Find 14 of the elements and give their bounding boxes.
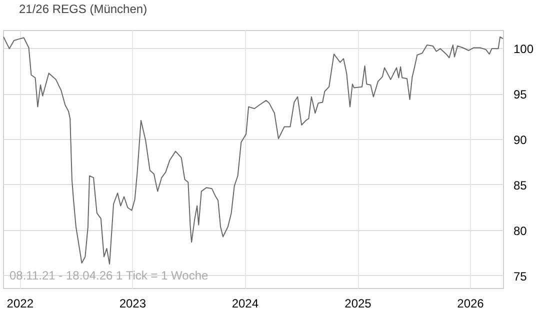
- x-tick-label: 2025: [344, 296, 372, 310]
- y-tick-label: 90: [514, 133, 528, 148]
- y-tick-label: 85: [514, 178, 528, 192]
- line-series: [4, 36, 504, 264]
- x-tick-label: 2026: [457, 296, 484, 310]
- y-tick-label: 75: [514, 269, 528, 284]
- y-tick-label: 100: [514, 42, 534, 56]
- annotation: 08.11.21 - 18.04.26 1 Tick = 1 Woche: [10, 268, 209, 282]
- y-tick-label: 95: [514, 88, 528, 102]
- y-tick-label: 80: [514, 224, 528, 238]
- series-label: 21/26 REGS (München): [19, 2, 148, 16]
- x-tick-label: 2022: [6, 296, 34, 310]
- x-tick-label: 2024: [232, 296, 259, 310]
- x-tick-label: 2023: [119, 296, 146, 310]
